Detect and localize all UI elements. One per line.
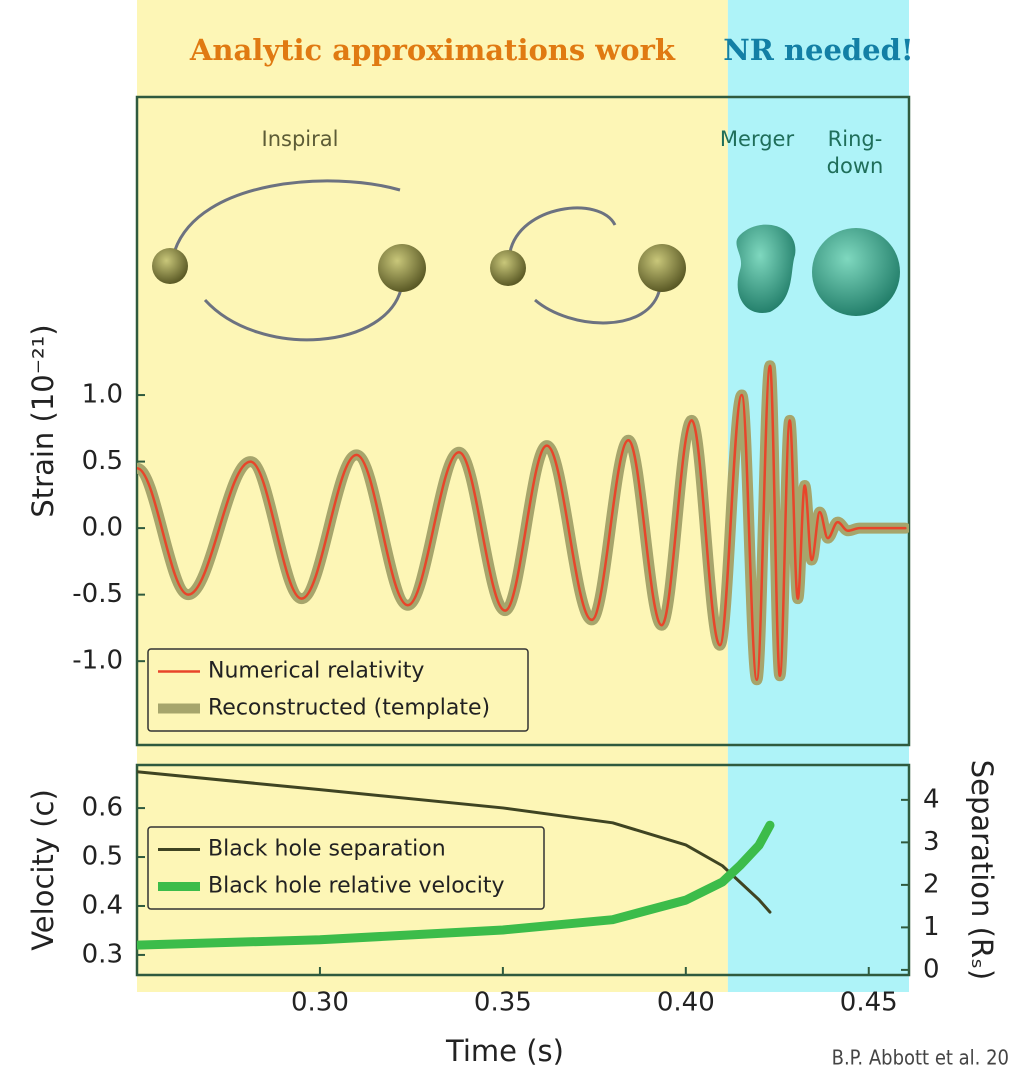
legend-box [147, 648, 529, 732]
y-tick-label: -0.5 [72, 579, 123, 609]
x-tick-label: 0.45 [840, 988, 898, 1018]
y2-tick-label: 4 [923, 784, 940, 814]
y-tick-label: 0.6 [82, 793, 123, 823]
black-hole [490, 250, 526, 286]
legend-label: Numerical relativity [208, 659, 424, 684]
orbit [203, 284, 404, 342]
y-tick-label: 0.0 [82, 513, 123, 543]
series-line [137, 364, 907, 682]
x-tick-label: 0.30 [291, 988, 349, 1018]
black-hole [152, 248, 188, 284]
plot-frame [135, 95, 911, 747]
y2-axis-label: Separation (Rₛ) [965, 760, 999, 981]
y2-tick-label: 2 [923, 869, 940, 899]
y-tick-label: 0.4 [82, 890, 123, 920]
x-tick-label: 0.35 [474, 988, 532, 1018]
y2-tick-label: 0 [923, 954, 940, 984]
y-axis-label: Velocity (c) [26, 789, 60, 951]
black-hole [638, 244, 686, 292]
phase-label: Inspiral [262, 127, 339, 151]
y-tick-label: 1.0 [82, 380, 123, 410]
ringdown-black-hole [812, 228, 900, 316]
y2-tick-label: 1 [923, 912, 940, 942]
y-tick-label: 0.5 [82, 842, 123, 872]
legend-label: Reconstructed (template) [208, 696, 490, 721]
black-hole [378, 244, 426, 292]
region [727, 0, 909, 992]
y-axis-label: Strain (10⁻²¹) [26, 324, 60, 517]
y-tick-label: 0.5 [82, 446, 123, 476]
y-tick-label: 0.3 [82, 939, 123, 969]
phase-label: Merger [720, 127, 795, 151]
phase-label: Ring- [828, 127, 883, 151]
y2-tick-label: 3 [923, 827, 940, 857]
region-label: NR needed! [723, 33, 913, 67]
orbit [534, 287, 662, 325]
region-label: Analytic approximations work [189, 33, 676, 67]
plot-frame [135, 763, 911, 977]
x-axis-label: Time (s) [445, 1034, 564, 1068]
legend-label: Black hole separation [208, 837, 446, 862]
legend-label: Black hole relative velocity [208, 874, 505, 899]
merging-black-hole [736, 224, 796, 313]
series-line [137, 820, 775, 950]
orbit [173, 179, 401, 251]
orbit [508, 206, 617, 253]
plot: Inspiral Merger Ring-down 1.0 0.5 0.0 -0.5 -1.0… [26, 95, 1009, 1070]
illustration [152, 179, 900, 342]
series-line [137, 770, 772, 914]
x-tick-label: 0.40 [657, 988, 715, 1018]
source-credit: B.P. Abbott et al. 20 [832, 1046, 1009, 1070]
legend-box [147, 826, 545, 910]
phase-label: down [827, 154, 884, 178]
y-tick-label: -1.0 [72, 646, 123, 676]
